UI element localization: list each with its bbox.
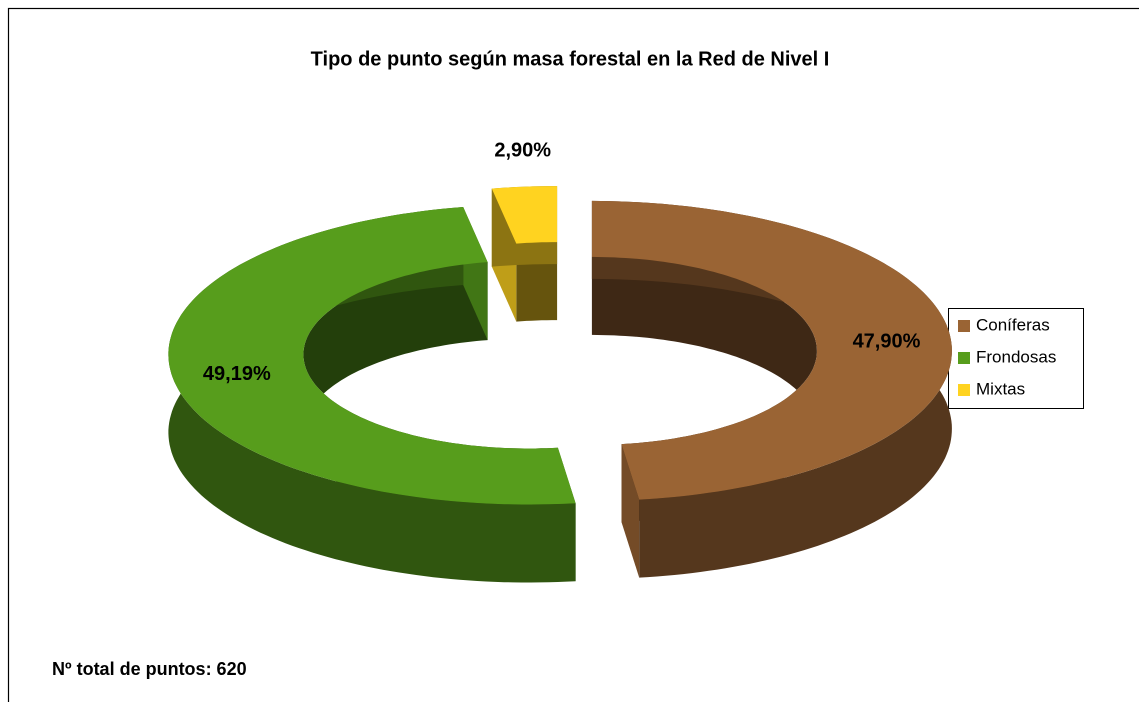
slice [591, 200, 952, 500]
legend-swatch [958, 320, 970, 332]
legend-swatch [958, 384, 970, 396]
chart-title: Tipo de punto según masa forestal en la … [311, 48, 830, 70]
legend-box [948, 308, 1084, 409]
legend-label: Frondosas [976, 347, 1056, 366]
annotation: Nº total de puntos: 620 [52, 659, 247, 679]
data-label: 49,19% [203, 363, 271, 385]
slice [491, 186, 558, 244]
legend-swatch [958, 352, 970, 364]
data-label: 47,90% [853, 331, 921, 353]
slice [168, 207, 576, 505]
legend-label: Mixtas [976, 379, 1025, 398]
slice-end-cap [621, 444, 640, 578]
legend-label: Coníferas [976, 315, 1050, 334]
data-label: 2,90% [494, 140, 551, 162]
